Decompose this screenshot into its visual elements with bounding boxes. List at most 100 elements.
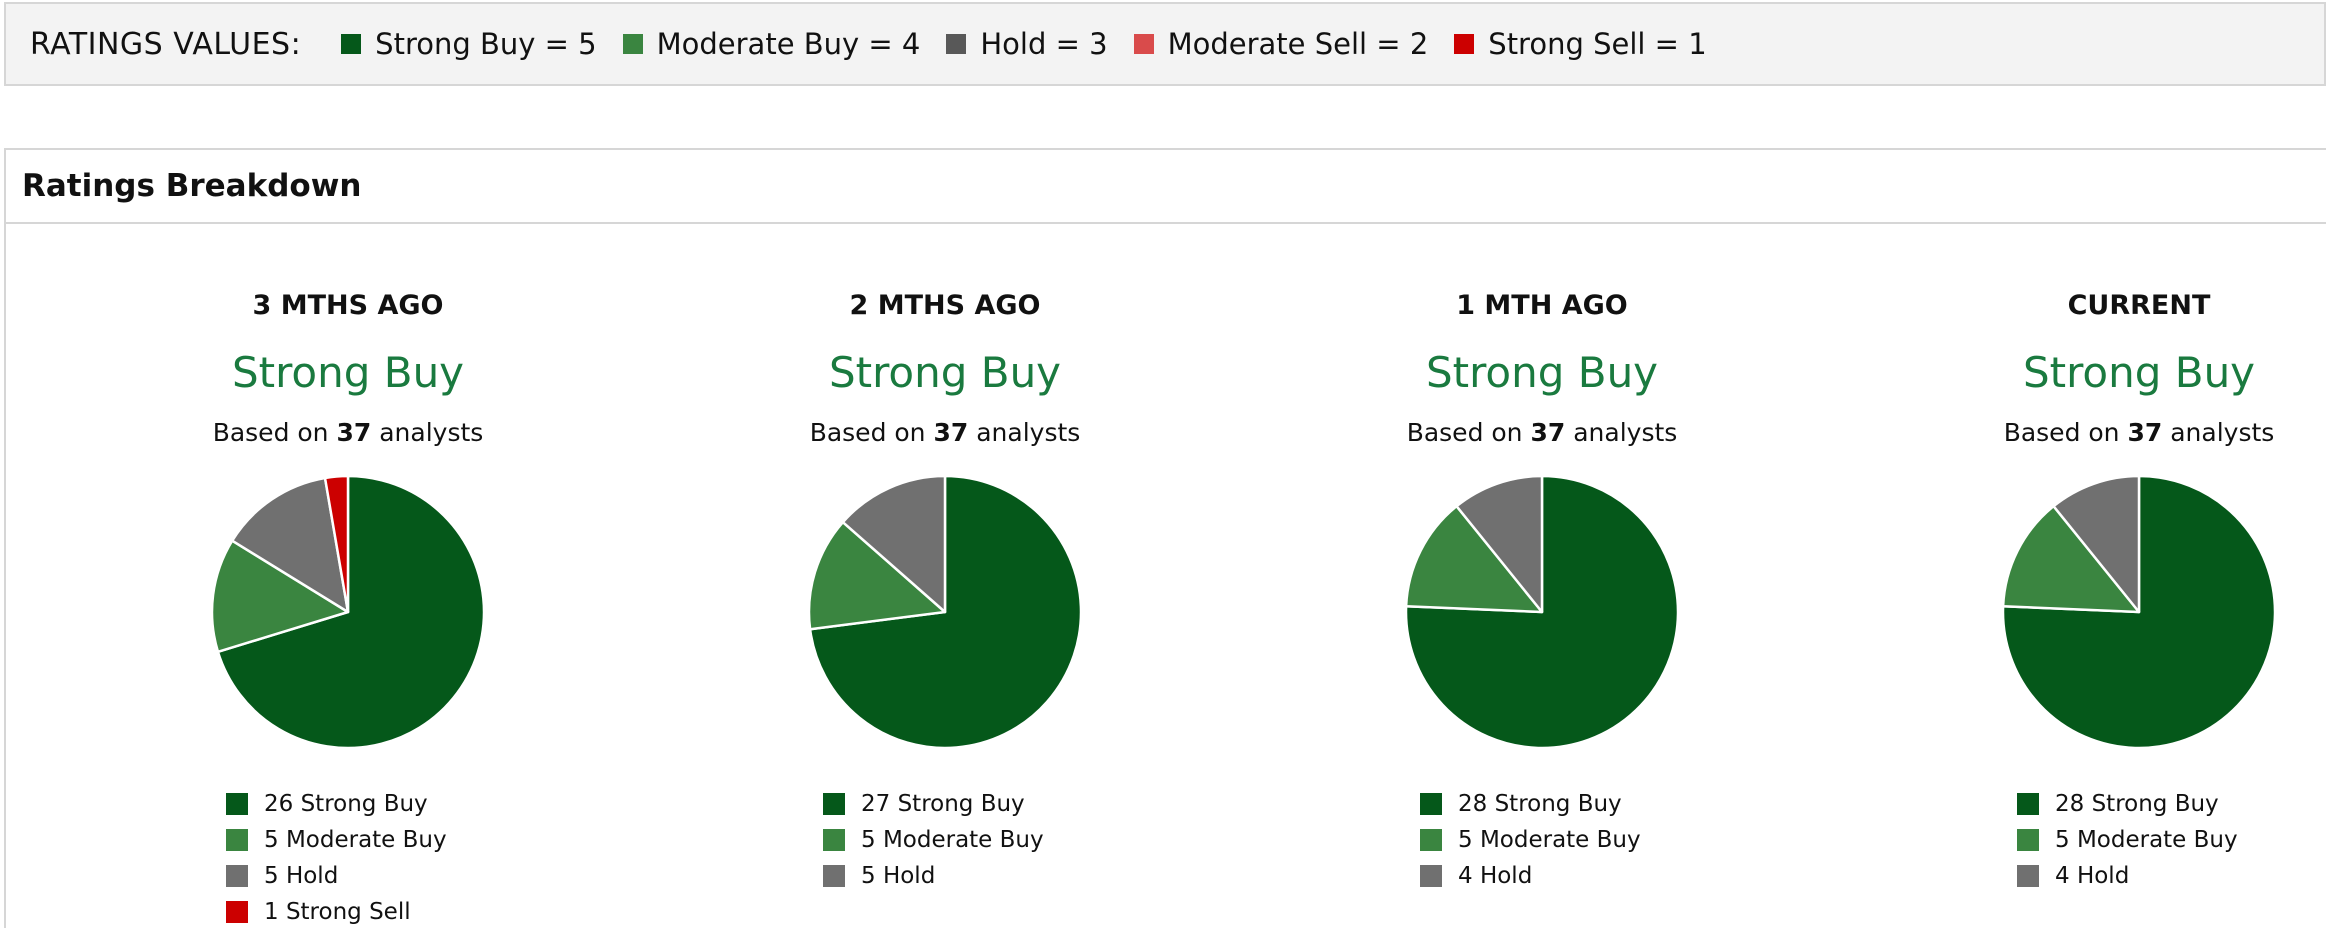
analyst-count-text: Based on 37 analysts (715, 418, 1175, 447)
rating-count-row: 5 Moderate Buy (823, 822, 1044, 858)
pie-slice-strong-buy[interactable] (216, 474, 486, 750)
rating-count-row: 4 Hold (2017, 858, 2238, 894)
based-on-prefix: Based on (212, 418, 337, 447)
rating-count-row: 27 Strong Buy (823, 786, 1044, 822)
pie-slice-moderate-buy[interactable] (1404, 504, 1544, 614)
rating-swatch (2017, 865, 2039, 887)
period-label: 1 MTH AGO (1456, 290, 1628, 321)
moderate-sell-swatch (1133, 34, 1154, 54)
rating-count-label: 26 Strong Buy (264, 791, 428, 817)
ratings-values-legend: RATINGS VALUES: Strong Buy = 5 Moderate … (4, 2, 2326, 86)
pie-slice-strong-sell[interactable] (323, 474, 350, 614)
analyst-count: 37 (1530, 418, 1566, 447)
legend-item-moderate-sell: Moderate Sell = 2 (1133, 27, 1429, 61)
rating-count-label: 27 Strong Buy (861, 791, 1025, 817)
rating-count-row: 4 Hold (1420, 858, 1641, 894)
rating-swatch (226, 865, 248, 887)
analyst-count-text: Based on 37 analysts (118, 418, 578, 447)
ratings-count-list: 27 Strong Buy 5 Moderate Buy 5 Hold (823, 786, 1044, 894)
rating-count-label: 28 Strong Buy (2055, 791, 2219, 817)
rating-swatch (823, 829, 845, 851)
based-on-suffix: analysts (1565, 418, 1678, 447)
rating-count-label: 5 Moderate Buy (1458, 827, 1641, 853)
legend-item-strong-buy: Strong Buy = 5 (341, 27, 597, 61)
rating-count-row: 28 Strong Buy (2017, 786, 2238, 822)
rating-count-label: 5 Hold (264, 863, 339, 889)
legend-item-hold: Hold = 3 (946, 27, 1108, 61)
consensus-rating: Strong Buy (1425, 348, 1659, 397)
pie-slice-moderate-buy[interactable] (807, 520, 947, 631)
period-label: CURRENT (2067, 290, 2211, 321)
ratings-breakdown-title: Ratings Breakdown (6, 150, 2326, 224)
rating-count-label: 4 Hold (1458, 863, 1533, 889)
legend-item-label: Strong Sell = 1 (1488, 27, 1707, 61)
rating-swatch (1420, 829, 1442, 851)
ratings-count-list: 28 Strong Buy 5 Moderate Buy 4 Hold (1420, 786, 1641, 894)
ratings-pie-chart (210, 474, 486, 750)
rating-swatch (226, 793, 248, 815)
ratings-pie-chart (2001, 474, 2277, 750)
based-on-suffix: analysts (2162, 418, 2275, 447)
rating-swatch (226, 829, 248, 851)
analyst-count-text: Based on 37 analysts (1312, 418, 1772, 447)
legend-item-label: Moderate Buy = 4 (656, 27, 921, 61)
consensus-rating: Strong Buy (231, 348, 465, 397)
rating-count-label: 5 Moderate Buy (861, 827, 1044, 853)
rating-count-row: 5 Hold (226, 858, 447, 894)
rating-swatch (1420, 793, 1442, 815)
period-label: 3 MTHS AGO (252, 290, 444, 321)
based-on-prefix: Based on (2003, 418, 2128, 447)
rating-count-label: 1 Strong Sell (264, 899, 411, 925)
pie-slice-hold[interactable] (2052, 474, 2141, 614)
based-on-prefix: Based on (809, 418, 934, 447)
legend-item-label: Strong Buy = 5 (375, 27, 597, 61)
pie-slice-hold[interactable] (841, 474, 947, 614)
based-on-suffix: analysts (968, 418, 1081, 447)
rating-swatch (2017, 829, 2039, 851)
based-on-suffix: analysts (371, 418, 484, 447)
rating-count-row: 5 Moderate Buy (2017, 822, 2238, 858)
rating-count-row: 26 Strong Buy (226, 786, 447, 822)
rating-count-row: 5 Hold (823, 858, 1044, 894)
rating-count-label: 5 Moderate Buy (264, 827, 447, 853)
moderate-buy-swatch (622, 34, 643, 54)
rating-swatch (226, 901, 248, 923)
period-label: 2 MTHS AGO (849, 290, 1041, 321)
ratings-count-list: 26 Strong Buy 5 Moderate Buy 5 Hold 1 Stron… (226, 786, 447, 930)
rating-count-label: 4 Hold (2055, 863, 2130, 889)
pie-slice-hold[interactable] (1455, 474, 1544, 614)
rating-count-label: 28 Strong Buy (1458, 791, 1622, 817)
legend-title: RATINGS VALUES: (30, 26, 302, 62)
rating-swatch (2017, 793, 2039, 815)
legend-item-strong-sell: Strong Sell = 1 (1454, 27, 1707, 61)
legend-item-label: Hold = 3 (980, 27, 1108, 61)
ratings-count-list: 28 Strong Buy 5 Moderate Buy 4 Hold (2017, 786, 2238, 894)
rating-count-row: 5 Moderate Buy (1420, 822, 1641, 858)
rating-swatch (1420, 865, 1442, 887)
ratings-pie-chart (807, 474, 1083, 750)
consensus-rating: Strong Buy (2022, 348, 2256, 397)
ratings-breakdown-panel: Ratings Breakdown 3 MTHS AGO Strong Buy … (4, 148, 2326, 928)
rating-count-label: 5 Hold (861, 863, 936, 889)
rating-swatch (823, 865, 845, 887)
pie-slice-hold[interactable] (230, 476, 350, 614)
analyst-count: 37 (336, 418, 372, 447)
rating-count-row: 1 Strong Sell (226, 894, 447, 930)
rating-count-row: 28 Strong Buy (1420, 786, 1641, 822)
pie-slice-moderate-buy[interactable] (210, 539, 350, 654)
based-on-prefix: Based on (1406, 418, 1531, 447)
pie-slice-moderate-buy[interactable] (2001, 504, 2141, 614)
strong-sell-swatch (1454, 34, 1475, 54)
rating-count-label: 5 Moderate Buy (2055, 827, 2238, 853)
ratings-pie-chart (1404, 474, 1680, 750)
hold-swatch (946, 34, 967, 54)
analyst-count: 37 (933, 418, 969, 447)
consensus-rating: Strong Buy (828, 348, 1062, 397)
rating-count-row: 5 Moderate Buy (226, 822, 447, 858)
analyst-count: 37 (2127, 418, 2163, 447)
analyst-count-text: Based on 37 analysts (1909, 418, 2326, 447)
legend-item-moderate-buy: Moderate Buy = 4 (622, 27, 921, 61)
legend-item-label: Moderate Sell = 2 (1167, 27, 1429, 61)
strong-buy-swatch (341, 34, 362, 54)
rating-swatch (823, 793, 845, 815)
